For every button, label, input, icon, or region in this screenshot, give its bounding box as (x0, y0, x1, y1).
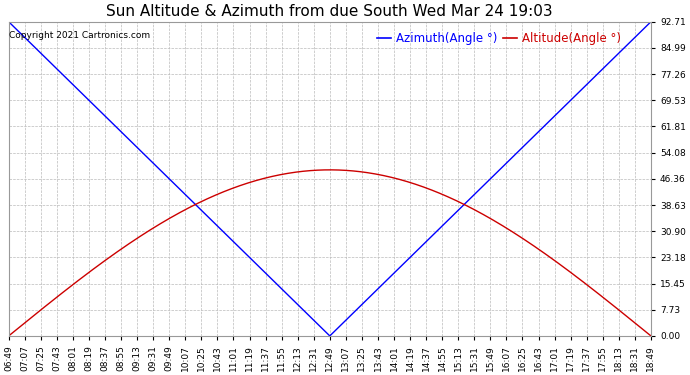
Legend: Azimuth(Angle °), Altitude(Angle °): Azimuth(Angle °), Altitude(Angle °) (373, 28, 626, 50)
Text: Copyright 2021 Cartronics.com: Copyright 2021 Cartronics.com (9, 31, 150, 40)
Title: Sun Altitude & Azimuth from due South Wed Mar 24 19:03: Sun Altitude & Azimuth from due South We… (106, 4, 553, 19)
